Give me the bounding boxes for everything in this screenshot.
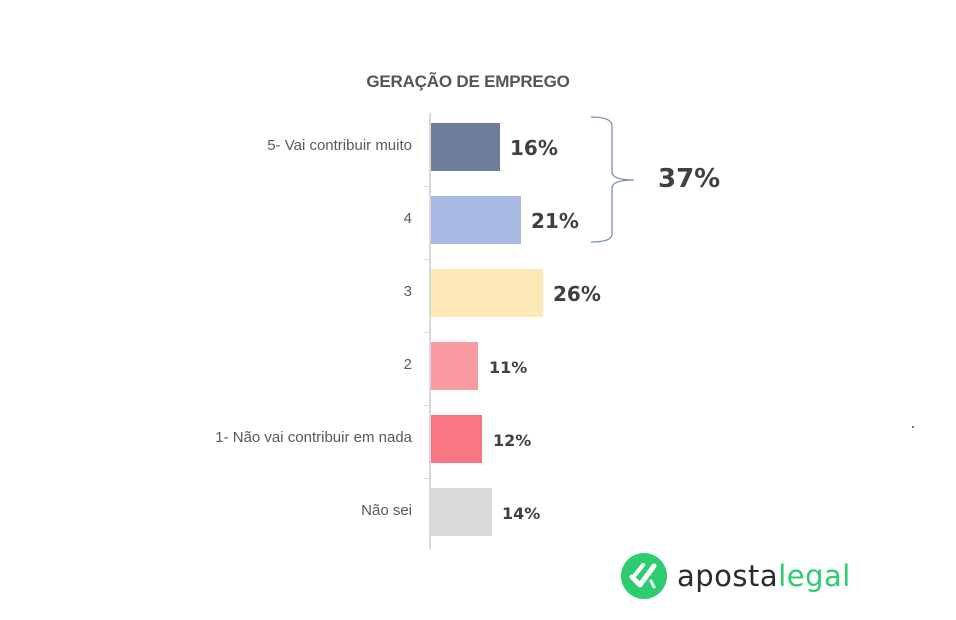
combined-total-label: 37% — [658, 164, 721, 194]
value-label: 21% — [531, 209, 579, 233]
bar-row: 5- Vai contribuir muito 16% — [0, 123, 956, 171]
bar — [431, 342, 478, 390]
bar-row: 1- Não vai contribuir em nada 12% — [0, 415, 956, 463]
category-axis — [429, 113, 431, 549]
bar — [431, 269, 543, 317]
axis-tick — [424, 478, 430, 479]
axis-tick — [424, 332, 430, 333]
axis-tick — [424, 259, 430, 260]
chart-title: GERAÇÃO DE EMPREGO — [366, 72, 570, 91]
value-label: 16% — [510, 136, 558, 160]
bar-row: Não sei 14% — [0, 488, 956, 536]
axis-tick — [424, 186, 430, 187]
curly-brace-icon — [590, 116, 635, 243]
category-label: 1- Não vai contribuir em nada — [215, 429, 412, 446]
logo-wordmark: apostalegal — [677, 559, 851, 593]
bar — [431, 488, 492, 536]
value-label: 14% — [502, 504, 541, 523]
value-label: 11% — [489, 358, 528, 377]
bar-row: 4 21% — [0, 196, 956, 244]
bar-row: 3 26% — [0, 269, 956, 317]
axis-tick — [424, 405, 430, 406]
bar — [431, 123, 500, 171]
category-label: Não sei — [361, 502, 412, 519]
bar — [431, 415, 482, 463]
value-label: 26% — [553, 282, 601, 306]
bar — [431, 196, 521, 244]
category-label: 5- Vai contribuir muito — [267, 137, 412, 154]
checkmark-circle-icon — [621, 553, 667, 599]
category-label: 4 — [403, 210, 412, 227]
value-label: 12% — [493, 431, 532, 450]
stray-mark — [912, 426, 914, 428]
aposta-legal-logo: apostalegal — [621, 553, 851, 599]
category-label: 2 — [403, 356, 412, 373]
category-label: 3 — [403, 283, 412, 300]
bar-row: 2 11% — [0, 342, 956, 390]
